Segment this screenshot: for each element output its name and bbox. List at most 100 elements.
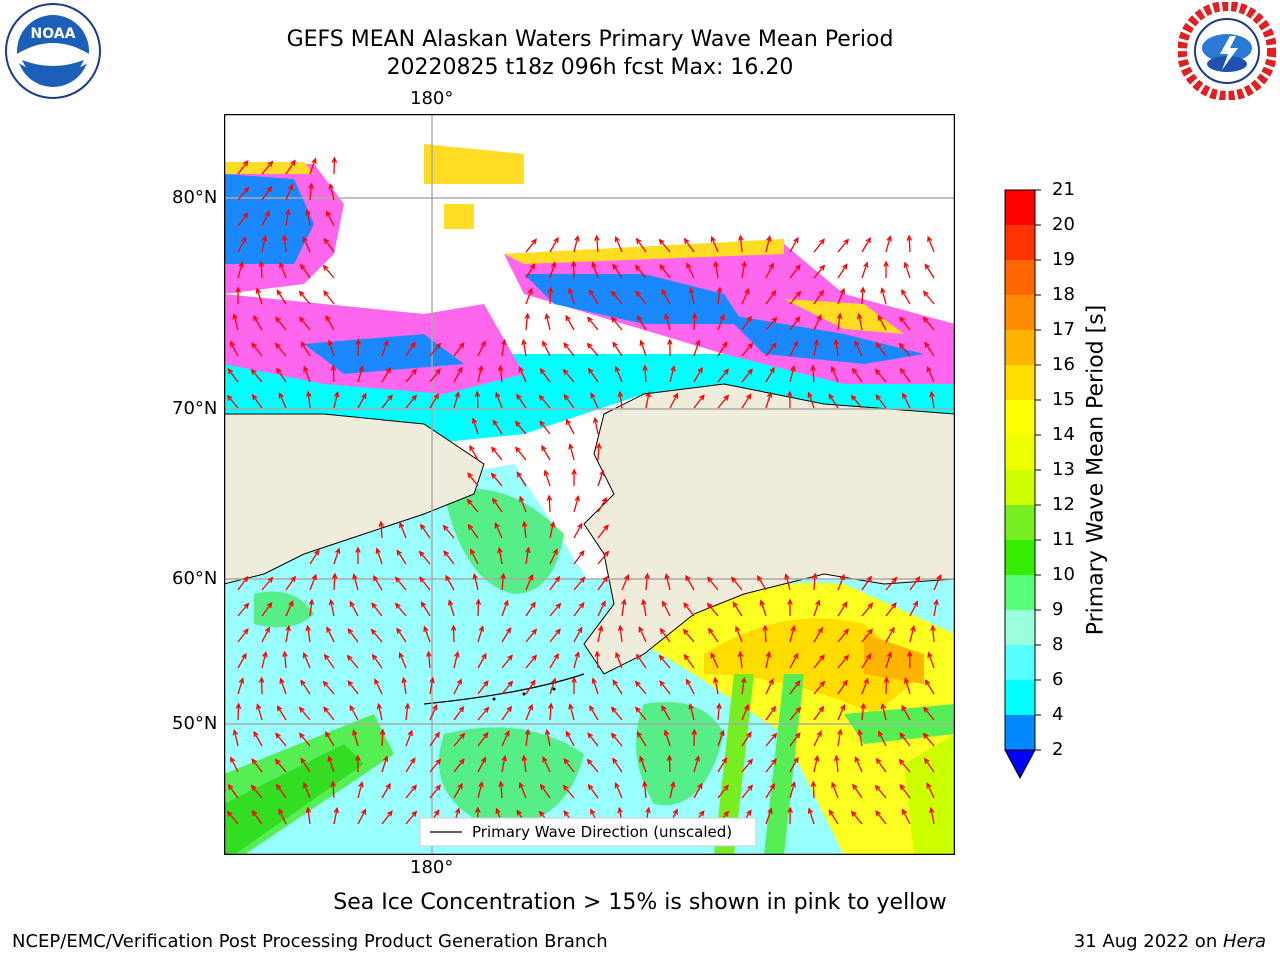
wave-arrow-shaft [357,809,367,825]
wave-arrow-shaft [765,679,774,695]
wave-arrow-head [469,444,475,452]
lat-label-80: 80°N [172,187,218,208]
wave-arrow-head [721,757,728,764]
wave-arrow-head [735,625,741,633]
wave-arrow-shaft [251,785,263,799]
wave-arrow-shaft [261,627,270,643]
wave-arrow-shaft [789,757,799,773]
wave-arrow-head [865,236,871,244]
colorbar-tick-label: 21 [1052,179,1075,200]
wave-arrow-shaft [261,211,270,227]
wave-arrow-head [880,287,886,294]
wave-arrow-shaft [569,704,575,721]
map-legend: Primary Wave Direction (unscaled) [419,817,757,847]
wave-arrow-shaft [760,600,767,617]
wave-arrow-shaft [933,575,942,591]
wave-arrow-shaft [909,626,915,643]
wave-arrow-shaft [467,499,479,513]
wave-arrow-head [839,573,845,581]
wave-arrow-shaft [714,678,719,695]
wave-arrow-head [878,730,884,737]
wave-arrow-head [426,650,432,657]
wave-arrow-shaft [669,782,675,799]
wave-arrow-head [394,602,401,609]
lon-label-bottom: 180° [410,857,454,878]
wave-arrow-shaft [326,211,335,227]
wave-arrow-shaft [717,730,724,747]
wave-arrow-head [875,394,882,401]
wave-arrow-shaft [717,288,721,305]
wave-arrow-shaft [381,367,391,383]
wave-arrow-head [553,652,559,660]
wave-arrow-head [290,159,296,166]
legend-label: Primary Wave Direction (unscaled) [472,823,732,841]
land-siberia [224,413,485,585]
wave-arrow-shaft [933,600,938,617]
wave-arrow-head [370,628,377,635]
wave-arrow-shaft [693,783,703,799]
wave-arrow-shaft [684,238,695,253]
wave-arrow-head [669,780,676,788]
wave-arrow-shaft [619,392,623,409]
wave-arrow-head [617,390,624,398]
wave-arrow-head [768,262,774,269]
wave-arrow-shaft [540,784,551,799]
chart-title: GEFS MEAN Alaskan Waters Primary Wave Me… [286,27,894,52]
wave-arrow-shaft [741,316,752,331]
wave-arrow-shaft [930,808,935,825]
wave-arrow-head [563,393,570,401]
wave-arrow-head [420,601,427,608]
wave-arrow-head [719,729,725,736]
wave-arrow-shaft [741,704,749,721]
wave-arrow-head [454,391,460,398]
wave-arrow-head [723,368,730,375]
wave-arrow-head [482,680,489,687]
wave-arrow-shaft [237,212,249,227]
wave-arrow-shaft [516,472,527,487]
wave-arrow-shaft [477,707,489,721]
wave-arrow-shaft [717,758,727,773]
wave-arrow-shaft [765,733,777,747]
wave-arrow-head [435,784,441,791]
wave-arrow-shaft [549,653,559,669]
wave-arrow-head [457,366,463,374]
wave-arrow-shaft [429,732,440,747]
wave-arrow-shaft [861,704,865,721]
sea-ice-note: Sea Ice Concentration > 15% is shown in … [333,890,947,915]
wave-arrow-shaft [683,654,695,669]
colorbar-segment [1005,680,1035,715]
wave-arrow-shaft [276,290,287,305]
wave-arrow-head [504,730,510,737]
wave-arrow-shaft [279,262,287,279]
wave-arrow-head [371,653,378,661]
wave-arrow-shaft [931,626,935,643]
wave-arrow-shaft [789,653,799,669]
wave-arrow-head [706,602,713,609]
wave-arrow-shaft [590,393,599,409]
wave-arrow-shaft [448,600,455,617]
wave-arrow-head [396,549,402,556]
wave-arrow-head [719,313,725,321]
wave-arrow-shaft [228,784,239,799]
wave-arrow-shaft [323,290,335,305]
wave-arrow-head [634,680,641,687]
wave-arrow-shaft [325,731,335,747]
wave-arrow-head [793,236,799,244]
wave-arrow-head [282,650,288,657]
wave-arrow-head [587,367,594,374]
wave-arrow-shaft [878,731,887,747]
wave-arrow-head [251,393,258,401]
wave-arrow-head [411,784,418,791]
lat-label-50: 50°N [172,713,218,734]
wave-arrow-head [374,678,380,685]
wave-arrow-head [434,731,440,738]
wave-arrow-shaft [549,549,558,565]
wave-arrow-shaft [285,576,296,591]
wave-arrow-shaft [587,733,599,747]
wave-arrow-shaft [396,628,407,643]
wave-arrow-shaft [661,705,671,721]
land-alaska [583,383,955,675]
wave-arrow-shaft [717,785,729,799]
colorbar-segment [1005,295,1035,330]
wave-arrow-shaft [669,366,675,383]
